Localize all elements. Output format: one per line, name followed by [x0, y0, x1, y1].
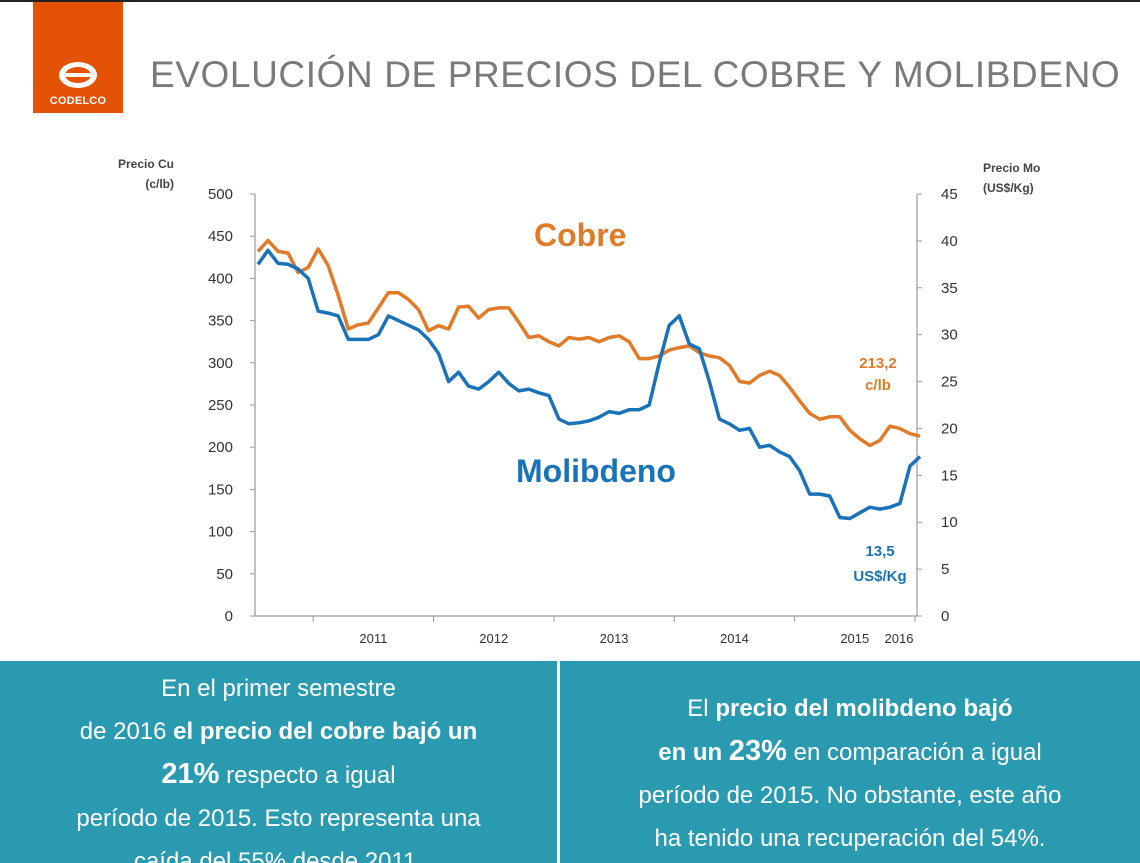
copper-summary-line-2: de 2016 el precio del cobre bajó un — [79, 718, 478, 745]
y-right-tick-label: 30 — [941, 327, 958, 344]
y-right-label-2: (US$/Kg) — [983, 181, 1034, 195]
codelco-logo: CODELCO — [33, 2, 123, 113]
y-left-tick-label: 50 — [216, 566, 233, 583]
y-left-tick-label: 0 — [225, 608, 233, 625]
y-right-label-1: Precio Mo — [983, 161, 1040, 175]
x-tick-label: 2011 — [359, 631, 387, 646]
y-left-tick-label: 300 — [208, 355, 233, 372]
copper-summary-line-4: período de 2015. Esto representa una — [76, 805, 481, 832]
molibdeno-end-unit: US$/Kg — [853, 568, 906, 585]
series-line-molibdeno — [256, 248, 922, 521]
y-left-tick-label: 250 — [208, 397, 233, 414]
x-tick-label: 2013 — [600, 631, 629, 646]
y-right-tick-label: 15 — [941, 467, 958, 484]
y-right-tick-label: 35 — [941, 280, 958, 297]
molybdenum-summary-line-4: ha tenido una recuperación del 54%. — [654, 825, 1046, 852]
logo-text: CODELCO — [49, 95, 107, 107]
y-left-tick-label: 150 — [208, 481, 233, 498]
y-left-tick-label: 100 — [208, 524, 233, 541]
copper-summary-line-3: 21% respecto a igual — [161, 758, 396, 790]
copper-summary-line-5: caída del 55% desde 2011. — [133, 848, 424, 863]
y-left-label-1: Precio Cu — [118, 157, 174, 171]
price-chart: 0 50 100 150 200 250 300 350 400 450 500 0 5 10 15 20 25… — [118, 157, 1040, 646]
top-border — [0, 0, 1140, 2]
x-tick-label: 2014 — [720, 631, 749, 646]
cobre-annotation: Cobre — [534, 217, 626, 253]
y-left-tick-label: 450 — [208, 228, 233, 245]
y-left-tick-label: 200 — [208, 439, 233, 456]
molybdenum-summary-line-3: período de 2015. No obstante, este año — [638, 782, 1062, 809]
cobre-end-unit: c/lb — [865, 377, 891, 394]
y-left-tick-label: 350 — [208, 313, 233, 330]
y-right-tick-label: 40 — [941, 233, 958, 250]
x-tick-label: 2012 — [479, 631, 508, 646]
molibdeno-annotation: Molibdeno — [516, 453, 676, 489]
y-left-tick-label: 400 — [208, 270, 233, 287]
series-line-cobre — [256, 238, 921, 448]
cobre-end-value: 213,2 — [859, 355, 897, 372]
molybdenum-summary-line-1: El precio del molibdeno bajó — [687, 695, 1013, 722]
y-right-tick-label: 0 — [941, 608, 949, 625]
copper-summary-panel: En el primer semestre de 2016 el precio … — [0, 661, 557, 863]
y-left-tick-label: 500 — [208, 186, 233, 203]
molybdenum-summary-line-2: en un 23% en comparación a igual — [658, 735, 1042, 767]
page-title: EVOLUCIÓN DE PRECIOS DEL COBRE Y MOLIBDE… — [150, 54, 1121, 95]
y-right-tick-label: 20 — [941, 420, 958, 437]
molibdeno-end-value: 13,5 — [865, 543, 894, 560]
y-right-tick-label: 10 — [941, 514, 958, 531]
x-tick-label: 2016 — [885, 631, 914, 646]
y-right-tick-label: 25 — [941, 374, 958, 391]
y-left-label-2: (c/lb) — [145, 177, 174, 191]
codelco-emblem-icon — [59, 62, 97, 88]
molybdenum-summary-panel: El precio del molibdeno bajó en un 23% e… — [560, 661, 1140, 863]
panel-divider — [557, 661, 560, 863]
y-right-tick-label: 5 — [941, 561, 949, 578]
x-tick-label: 2015 — [840, 631, 869, 646]
y-right-tick-label: 45 — [941, 186, 958, 203]
copper-summary-line-1: En el primer semestre — [161, 675, 396, 702]
